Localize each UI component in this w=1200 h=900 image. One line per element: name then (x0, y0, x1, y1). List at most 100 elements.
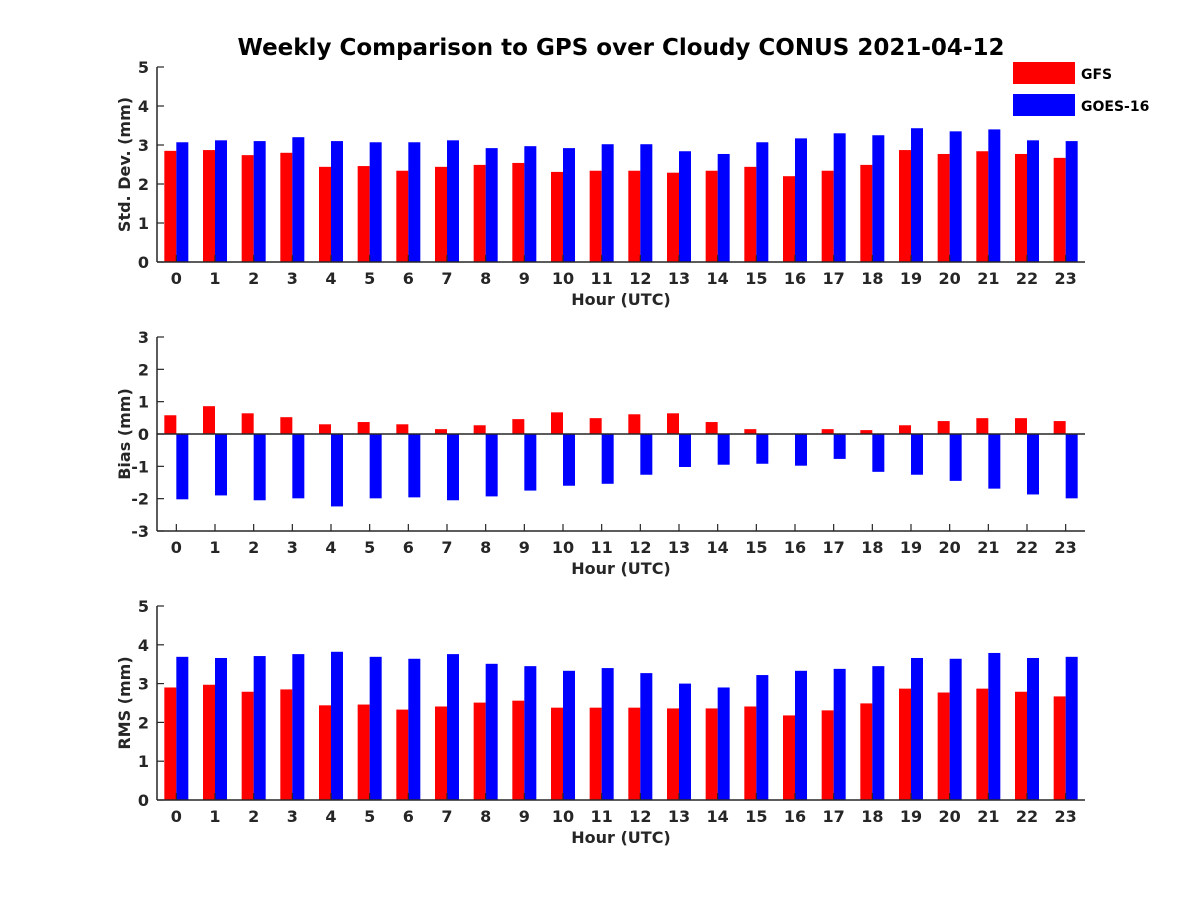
x-tick-label: 3 (287, 807, 298, 826)
bar-gfs-9 (512, 700, 525, 800)
bar-goes-16-16 (795, 670, 807, 800)
bar-gfs-21 (976, 688, 989, 800)
bar-goes-16-1 (215, 657, 227, 800)
x-tick-label: 10 (552, 269, 574, 288)
x-tick-label: 1 (209, 538, 220, 557)
bar-gfs-17 (821, 170, 834, 262)
bar-gfs-8 (473, 425, 486, 434)
bar-goes-16-19 (911, 434, 923, 475)
bar-gfs-0 (164, 150, 177, 262)
y-axis-label: RMS (mm) (115, 656, 134, 749)
x-tick-label: 18 (861, 538, 883, 557)
bar-goes-16-3 (292, 137, 305, 262)
bar-gfs-14 (705, 170, 718, 262)
bar-goes-16-0 (176, 142, 189, 262)
bar-gfs-4 (319, 166, 331, 262)
bar-goes-16-7 (447, 140, 459, 262)
y-tick-label: 0 (138, 425, 149, 444)
bar-goes-16-9 (524, 434, 537, 491)
bar-gfs-5 (357, 422, 370, 434)
bar-goes-16-18 (872, 666, 885, 800)
bar-gfs-19 (899, 688, 911, 800)
bar-gfs-23 (1053, 421, 1066, 434)
legend: GFS GOES-16 (1013, 62, 1149, 116)
series-gfs (164, 150, 1066, 262)
x-tick-label: 19 (900, 807, 922, 826)
bar-gfs-22 (1015, 153, 1027, 262)
bar-gfs-10 (551, 707, 563, 800)
bar-gfs-19 (899, 425, 911, 434)
x-tick-label: 14 (707, 807, 729, 826)
x-tick-label: 10 (552, 807, 574, 826)
bar-goes-16-14 (717, 153, 730, 262)
bar-goes-16-23 (1065, 434, 1078, 499)
bar-goes-16-8 (485, 663, 498, 800)
y-tick-label: 0 (138, 253, 149, 272)
bar-goes-16-22 (1027, 657, 1039, 800)
x-tick-label: 23 (1055, 538, 1077, 557)
x-tick-label: 4 (325, 538, 336, 557)
x-tick-label: 19 (900, 538, 922, 557)
x-axis-label: Hour (UTC) (571, 828, 671, 847)
bar-gfs-8 (473, 164, 486, 262)
bar-goes-16-16 (795, 434, 807, 466)
bar-gfs-2 (241, 413, 254, 434)
bar-goes-16-2 (253, 656, 266, 800)
series-gfs (164, 406, 1066, 434)
x-tick-label: 20 (939, 269, 961, 288)
bar-goes-16-21 (988, 434, 1001, 489)
x-tick-label: 7 (441, 538, 452, 557)
bar-gfs-6 (396, 170, 409, 262)
y-tick-label: 1 (138, 752, 149, 771)
x-tick-label: 12 (629, 538, 651, 557)
y-tick-label: 3 (138, 328, 149, 347)
bar-goes-16-20 (949, 434, 962, 481)
y-tick-label: 3 (138, 136, 149, 155)
bar-gfs-15 (744, 706, 757, 800)
x-tick-label: 15 (745, 538, 767, 557)
bar-gfs-1 (203, 684, 215, 800)
x-tick-label: 6 (403, 538, 414, 557)
bar-gfs-18 (860, 164, 873, 262)
bar-goes-16-21 (988, 652, 1001, 800)
bar-goes-16-17 (833, 133, 846, 262)
x-tick-label: 5 (364, 269, 375, 288)
x-tick-label: 22 (1016, 538, 1038, 557)
bar-goes-16-8 (485, 434, 498, 497)
x-tick-label: 8 (480, 269, 491, 288)
x-tick-label: 5 (364, 807, 375, 826)
x-tick-label: 13 (668, 269, 690, 288)
bar-goes-16-18 (872, 135, 885, 262)
x-tick-label: 1 (209, 269, 220, 288)
bar-goes-16-19 (911, 657, 923, 800)
y-tick-label: -1 (131, 457, 149, 476)
bar-goes-16-0 (176, 434, 189, 500)
x-tick-label: 1 (209, 807, 220, 826)
x-tick-label: 3 (287, 538, 298, 557)
x-tick-label: 16 (784, 538, 806, 557)
bar-goes-16-2 (253, 141, 266, 262)
series-goes-16 (176, 651, 1078, 800)
bar-gfs-10 (551, 171, 563, 262)
bar-goes-16-5 (369, 656, 382, 800)
x-tick-label: 0 (171, 807, 182, 826)
x-tick-label: 17 (823, 538, 845, 557)
x-tick-label: 14 (707, 538, 729, 557)
y-tick-label: 2 (138, 175, 149, 194)
x-tick-label: 23 (1055, 269, 1077, 288)
bar-goes-16-5 (369, 434, 382, 499)
x-tick-label: 17 (823, 269, 845, 288)
bar-goes-16-1 (215, 140, 227, 262)
x-tick-label: 21 (977, 269, 999, 288)
bar-gfs-3 (280, 417, 293, 434)
x-tick-label: 7 (441, 807, 452, 826)
bar-goes-16-4 (331, 434, 343, 507)
x-tick-label: 10 (552, 538, 574, 557)
y-tick-label: 2 (138, 713, 149, 732)
bar-goes-16-11 (601, 434, 614, 484)
x-tick-label: 4 (325, 269, 336, 288)
x-tick-label: 18 (861, 269, 883, 288)
chart-title: Weekly Comparison to GPS over Cloudy CON… (238, 35, 1005, 61)
